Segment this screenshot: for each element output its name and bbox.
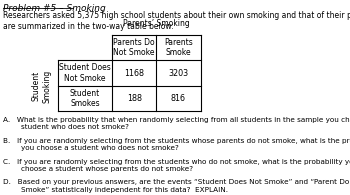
Text: Parents
Smoke: Parents Smoke [164, 38, 193, 58]
Text: Parents’ Smoking: Parents’ Smoking [123, 19, 190, 28]
Text: Researchers asked 5,375 high school students about their own smoking and that of: Researchers asked 5,375 high school stud… [4, 11, 350, 31]
Text: D.   Based on your previous answers, are the events “Student Does Not Smoke” and: D. Based on your previous answers, are t… [4, 179, 350, 193]
Text: Student
Smoking: Student Smoking [32, 69, 51, 103]
Text: B.   If you are randomly selecting from the students whose parents do not smoke,: B. If you are randomly selecting from th… [4, 138, 350, 151]
Text: Student
Smokes: Student Smokes [70, 89, 100, 108]
Text: 188: 188 [127, 94, 142, 103]
Text: A.   What is the probability that when randomly selecting from all students in t: A. What is the probability that when ran… [4, 117, 350, 130]
Text: Problem #5 – Smoking: Problem #5 – Smoking [4, 4, 106, 13]
Text: Student Does
Not Smoke: Student Does Not Smoke [59, 63, 111, 83]
Text: Parents Do
Not Smoke: Parents Do Not Smoke [113, 38, 155, 58]
Text: 816: 816 [171, 94, 186, 103]
Text: C.   If you are randomly selecting from the students who do not smoke, what is t: C. If you are randomly selecting from th… [4, 159, 350, 172]
Text: 3203: 3203 [168, 69, 189, 78]
Text: 1168: 1168 [124, 69, 144, 78]
